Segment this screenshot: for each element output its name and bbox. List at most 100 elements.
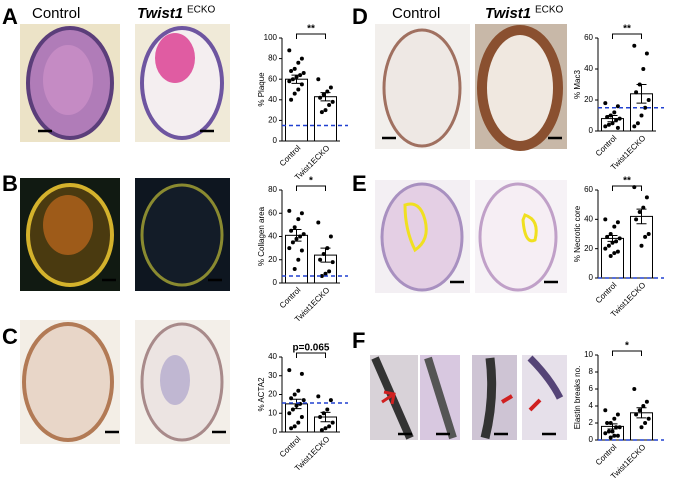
data-point bbox=[605, 421, 610, 425]
y-tick-label: 0 bbox=[589, 126, 594, 135]
data-point bbox=[614, 425, 619, 430]
x-tick-label: Control bbox=[278, 285, 303, 310]
y-tick-label: 40 bbox=[268, 232, 277, 241]
data-point bbox=[321, 251, 326, 256]
data-point bbox=[296, 60, 301, 65]
data-point bbox=[608, 421, 613, 425]
data-point bbox=[301, 398, 306, 403]
data-point bbox=[614, 118, 619, 123]
data-point bbox=[644, 195, 649, 200]
y-tick-label: 6 bbox=[589, 384, 594, 393]
data-point bbox=[603, 246, 608, 251]
data-point bbox=[299, 371, 304, 376]
data-point bbox=[296, 257, 301, 262]
data-point bbox=[316, 77, 321, 82]
data-point bbox=[610, 240, 615, 245]
x-tick-label: Control bbox=[594, 442, 619, 467]
significance: p=0.065 bbox=[293, 343, 330, 354]
data-point bbox=[328, 85, 333, 90]
data-point bbox=[603, 101, 608, 106]
data-point bbox=[327, 269, 332, 274]
data-point bbox=[323, 108, 328, 113]
data-point bbox=[615, 249, 620, 254]
data-point bbox=[325, 407, 330, 412]
y-tick-label: 0 bbox=[273, 136, 278, 145]
data-point bbox=[632, 124, 637, 129]
y-axis-label: % ACTA2 bbox=[257, 377, 266, 412]
y-axis-label: Elastin breaks no. bbox=[573, 366, 582, 430]
data-point bbox=[643, 421, 648, 425]
data-point bbox=[290, 240, 295, 245]
panel-letter: C bbox=[2, 324, 18, 349]
data-point bbox=[617, 236, 622, 241]
y-tick-label: 20 bbox=[268, 116, 277, 125]
data-point bbox=[606, 243, 611, 248]
data-point bbox=[318, 415, 323, 419]
y-tick-label: 30 bbox=[268, 371, 277, 380]
data-point bbox=[296, 388, 301, 393]
y-tick-label: 0 bbox=[589, 273, 594, 282]
data-point bbox=[617, 116, 622, 121]
significance: ** bbox=[623, 24, 631, 35]
y-tick-label: 20 bbox=[268, 390, 277, 399]
significance: * bbox=[309, 176, 313, 187]
data-point bbox=[639, 113, 644, 118]
data-point bbox=[294, 403, 299, 408]
image-header: Control bbox=[32, 5, 80, 22]
image-header: Twist1 bbox=[485, 5, 531, 22]
data-point bbox=[635, 121, 640, 126]
data-point bbox=[289, 68, 294, 73]
data-point bbox=[641, 67, 646, 71]
significance-bracket bbox=[612, 33, 642, 39]
data-point bbox=[292, 225, 297, 230]
y-axis-label: % Necrotic core bbox=[573, 205, 582, 262]
x-tick-label: Control bbox=[594, 280, 619, 305]
data-point bbox=[603, 217, 608, 222]
y-tick-label: 10 bbox=[268, 408, 277, 417]
y-tick-label: 60 bbox=[268, 74, 277, 83]
y-tick-label: 10 bbox=[584, 350, 593, 359]
data-point bbox=[632, 43, 637, 48]
data-point bbox=[328, 398, 333, 403]
data-point bbox=[294, 75, 299, 80]
significance: * bbox=[625, 341, 629, 352]
data-point bbox=[301, 71, 306, 76]
y-tick-label: 0 bbox=[589, 435, 594, 444]
bar bbox=[285, 78, 308, 142]
data-point bbox=[615, 104, 620, 109]
data-point bbox=[641, 205, 646, 210]
y-tick-label: 20 bbox=[584, 95, 593, 104]
y-tick-label: 0 bbox=[273, 427, 278, 436]
data-point bbox=[634, 217, 639, 222]
data-point bbox=[290, 77, 295, 82]
panel-letter: A bbox=[2, 4, 18, 29]
y-tick-label: 40 bbox=[584, 214, 593, 223]
data-point bbox=[603, 124, 608, 129]
y-tick-label: 60 bbox=[584, 33, 593, 42]
data-point bbox=[615, 433, 620, 438]
data-point bbox=[646, 98, 651, 102]
data-point bbox=[608, 435, 613, 440]
x-tick-label: Control bbox=[278, 434, 303, 459]
y-tick-label: 0 bbox=[273, 278, 278, 287]
data-point bbox=[301, 232, 306, 237]
data-point bbox=[615, 125, 620, 130]
data-point bbox=[299, 56, 304, 61]
data-point bbox=[289, 396, 294, 401]
data-point bbox=[327, 102, 332, 107]
y-axis-label: % Plaque bbox=[257, 72, 266, 107]
y-axis-label: % Mac3 bbox=[573, 70, 582, 99]
significance-bracket bbox=[296, 185, 326, 191]
data-point bbox=[323, 271, 328, 276]
panel-letter: F bbox=[352, 328, 365, 353]
significance-bracket bbox=[612, 185, 642, 191]
image-header-sup: ECKO bbox=[187, 5, 216, 16]
data-point bbox=[294, 236, 299, 241]
data-point bbox=[296, 87, 301, 92]
data-point bbox=[608, 113, 613, 118]
data-point bbox=[612, 251, 617, 256]
panel-letter: D bbox=[352, 4, 368, 29]
data-point bbox=[292, 91, 297, 96]
data-point bbox=[641, 404, 646, 408]
